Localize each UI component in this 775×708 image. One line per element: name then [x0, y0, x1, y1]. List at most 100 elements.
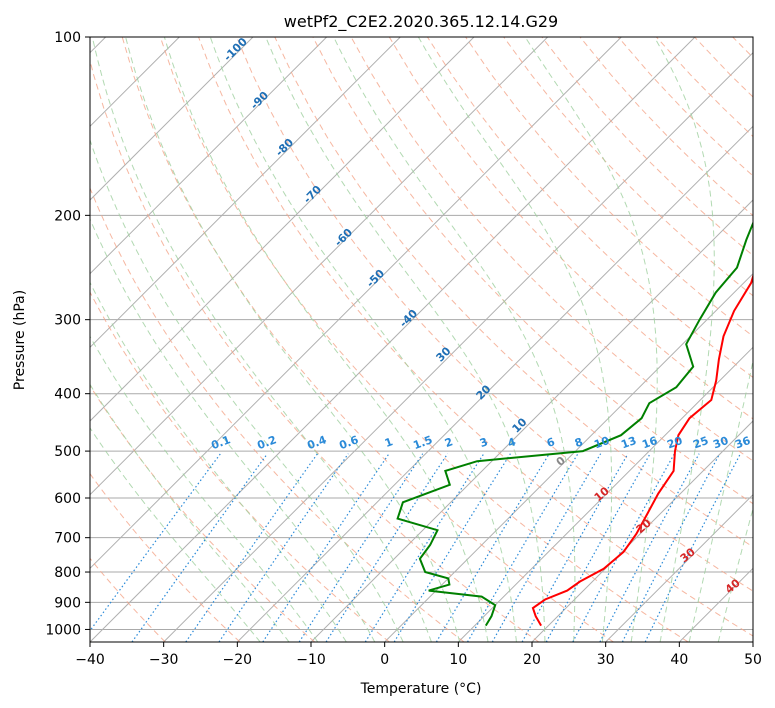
x-tick-label: −10 [296, 652, 326, 668]
x-tick-label: 0 [380, 652, 389, 668]
isotherm-line [457, 346, 753, 642]
moist-adiabat [90, 383, 290, 642]
temperature-profile [531, 273, 753, 627]
dry-adiabat-label: 30 [434, 344, 454, 364]
dry-adiabat [656, 37, 753, 138]
dry-adiabat [90, 186, 465, 642]
mixing-ratio-label: 0.4 [305, 433, 328, 452]
dry-adiabat [121, 37, 614, 642]
mixing-ratio-label: 1 [383, 435, 395, 450]
dry-adiabat [159, 37, 689, 642]
isotherm-line [531, 420, 753, 642]
mixing-ratio-line [218, 453, 349, 642]
y-tick-label: 600 [54, 491, 81, 507]
dry-adiabat-label: -80 [273, 136, 296, 159]
mixing-ratio-line [572, 453, 675, 642]
moist-adiabat [265, 37, 546, 642]
isotherm-line [90, 37, 475, 422]
y-tick-label: 900 [54, 595, 81, 611]
dry-adiabat [236, 37, 753, 592]
isotherm-line [90, 37, 328, 275]
dry-adiabat [465, 37, 753, 337]
plot-frame [89, 36, 754, 643]
moist-adiabat [717, 506, 753, 642]
mixing-ratio-label: 36 [733, 434, 752, 452]
moist-adiabat [163, 37, 489, 642]
dry-adiabat-label: -60 [332, 226, 355, 249]
moist-adiabat [688, 358, 753, 642]
mixing-ratio-line [466, 453, 579, 642]
mixing-ratio-line [298, 453, 424, 642]
dry-adiabat-label: -40 [397, 307, 420, 330]
dry-adiabat [198, 37, 753, 637]
x-tick-label: −20 [223, 652, 253, 668]
moist-adiabat-label: 40 [723, 576, 743, 596]
mixing-ratio-label: 0.6 [337, 433, 360, 452]
y-axis: 100 200 300 400 500 600 700 800 900 1000 [45, 30, 90, 638]
mixing-ratio-line [325, 453, 449, 642]
mixing-ratio-label: 4 [506, 435, 518, 450]
y-axis-label: Pressure (hPa) [12, 290, 28, 390]
moist-adiabat [90, 138, 404, 642]
x-tick-label: 50 [744, 652, 762, 668]
x-tick-label: 20 [523, 652, 541, 668]
chart-title: wetPf2_C2E2.2020.365.12.14.G29 [284, 12, 558, 32]
dry-adiabat [388, 37, 753, 420]
isotherm-line [90, 37, 401, 349]
mixing-ratio-label: 20 [665, 434, 684, 452]
y-tick-label: 800 [54, 565, 81, 581]
mixing-ratio-label: 8 [573, 435, 585, 450]
isotherm-line [90, 37, 622, 570]
mixing-ratio-label: 6 [545, 435, 557, 450]
dry-adiabat [426, 37, 753, 378]
moist-adiabat-label: 10 [592, 484, 612, 504]
moist-adiabat [653, 37, 715, 642]
moist-adiabat [90, 217, 376, 642]
mixing-ratio-label: 0.2 [255, 433, 278, 452]
dry-adiabat [274, 37, 753, 548]
x-tick-label: 30 [597, 652, 615, 668]
mixing-ratio-line [599, 453, 700, 642]
dry-adiabat-label: 10 [510, 415, 530, 435]
mixing-ratio-label: 2 [443, 435, 455, 450]
mixing-ratio-label: 13 [619, 434, 638, 451]
isotherm-line [90, 37, 696, 642]
dry-adiabat [350, 37, 753, 462]
moist-adiabat [90, 281, 347, 642]
mixing-ratio-line [262, 453, 390, 642]
mixing-ratio-label: 10 [592, 434, 611, 452]
moist-adiabat [524, 37, 658, 642]
dry-adiabat [694, 37, 753, 98]
dry-adiabat [732, 37, 753, 59]
x-tick-label: −30 [149, 652, 179, 668]
x-tick-label: 10 [449, 652, 467, 668]
isotherm-line [384, 272, 753, 642]
dry-adiabat [90, 472, 241, 642]
y-tick-label: 100 [54, 30, 81, 46]
mixing-ratio-line [185, 453, 318, 642]
mixing-ratio-label: 1.5 [411, 433, 434, 452]
x-axis-label: Temperature (°C) [360, 681, 482, 697]
mixing-ratio-line [90, 453, 221, 632]
y-tick-label: 1000 [45, 622, 81, 638]
dry-adiabat-label: -50 [364, 267, 387, 290]
x-tick-label: −40 [75, 652, 105, 668]
dry-adiabat-label: -90 [248, 89, 271, 112]
mixing-ratio-label: 0.1 [209, 433, 232, 452]
x-axis: −40 −30 −20 −10 0 10 20 30 40 50 [75, 642, 762, 668]
dewpoint-profile [396, 220, 753, 627]
moist-adiabat [417, 37, 613, 642]
isotherm-line [752, 641, 753, 642]
y-tick-label: 300 [54, 313, 81, 329]
mixing-ratio-line [131, 453, 268, 642]
isotherm-line [310, 199, 753, 642]
mixing-ratio-line [621, 453, 721, 642]
moist-adiabat [333, 37, 576, 642]
y-tick-label: 400 [54, 387, 81, 403]
moist-adiabat [91, 37, 432, 642]
dry-adiabat [503, 37, 753, 297]
dry-adiabat-label: 20 [474, 382, 494, 402]
isotherm-line [163, 51, 753, 642]
y-tick-label: 500 [54, 444, 81, 460]
